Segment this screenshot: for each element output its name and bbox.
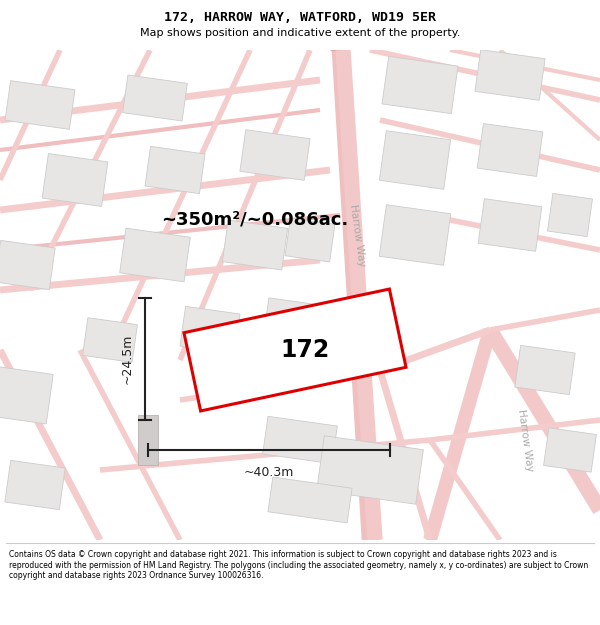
Polygon shape xyxy=(544,428,596,472)
Polygon shape xyxy=(263,416,337,464)
Polygon shape xyxy=(478,199,542,251)
Polygon shape xyxy=(184,289,406,411)
Text: ~40.3m: ~40.3m xyxy=(244,466,294,479)
Polygon shape xyxy=(145,146,205,194)
Polygon shape xyxy=(240,129,310,181)
Text: ~350m²/~0.086ac.: ~350m²/~0.086ac. xyxy=(161,211,349,229)
Polygon shape xyxy=(122,75,187,121)
Polygon shape xyxy=(285,218,335,262)
Text: 172: 172 xyxy=(280,338,329,362)
Polygon shape xyxy=(0,366,53,424)
Polygon shape xyxy=(263,298,316,342)
Polygon shape xyxy=(138,415,158,465)
Polygon shape xyxy=(475,49,545,101)
Polygon shape xyxy=(5,461,65,509)
Polygon shape xyxy=(5,81,75,129)
Text: Contains OS data © Crown copyright and database right 2021. This information is : Contains OS data © Crown copyright and d… xyxy=(9,550,588,580)
Polygon shape xyxy=(180,306,240,354)
Polygon shape xyxy=(119,228,190,282)
Text: Map shows position and indicative extent of the property.: Map shows position and indicative extent… xyxy=(140,28,460,38)
Polygon shape xyxy=(268,477,352,523)
Text: 172, HARROW WAY, WATFORD, WD19 5ER: 172, HARROW WAY, WATFORD, WD19 5ER xyxy=(164,11,436,24)
Polygon shape xyxy=(83,318,137,362)
Polygon shape xyxy=(379,131,451,189)
Polygon shape xyxy=(0,241,55,289)
Polygon shape xyxy=(548,193,592,237)
Polygon shape xyxy=(382,56,458,114)
Text: ~24.5m: ~24.5m xyxy=(121,334,133,384)
Polygon shape xyxy=(223,220,287,270)
Polygon shape xyxy=(42,154,108,206)
Polygon shape xyxy=(477,124,543,176)
Polygon shape xyxy=(317,436,424,504)
Text: Harrow Way: Harrow Way xyxy=(347,203,367,267)
Polygon shape xyxy=(379,205,451,265)
Polygon shape xyxy=(515,346,575,394)
Text: Harrow Way: Harrow Way xyxy=(515,408,535,472)
